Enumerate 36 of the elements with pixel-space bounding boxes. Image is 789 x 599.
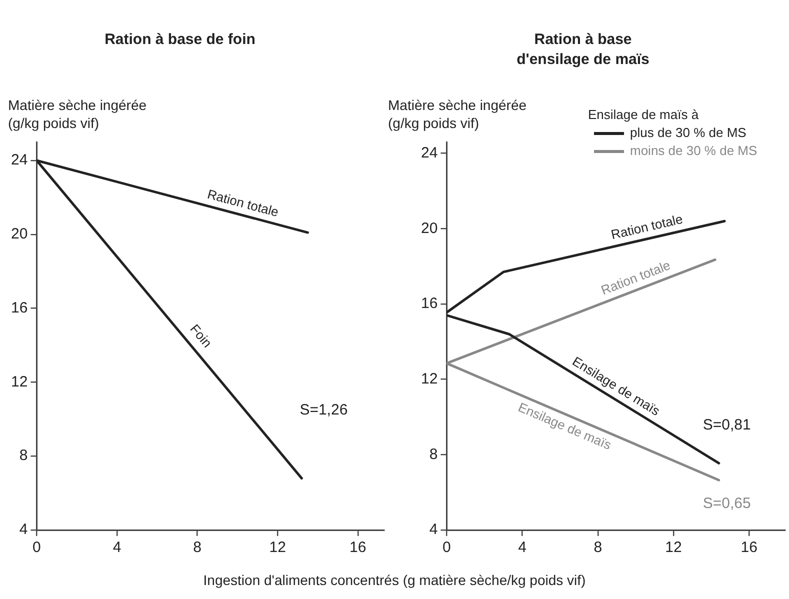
y-tick-label: 12 (10, 373, 28, 390)
x-tick-label: 4 (518, 539, 526, 556)
chart-title: Ration à base d'ensilage de maïs (516, 30, 650, 70)
y-tick-label: 4 (19, 521, 28, 538)
annotation: S=0,81 (702, 416, 751, 434)
x-tick-label: 16 (740, 539, 758, 556)
annotation: Ration totale (206, 186, 280, 220)
y-tick-label: 16 (10, 299, 28, 316)
y-tick-label: 12 (420, 370, 438, 388)
x-tick-label: 4 (112, 539, 122, 556)
x-tick-label: 12 (269, 539, 286, 556)
legend-title: Ensilage de maïs à (588, 106, 700, 124)
legend-label: plus de 30 % de MS (630, 124, 746, 142)
annotation: S=0,65 (702, 495, 751, 512)
annotation: S=1,26 (300, 401, 348, 418)
annotation: Ration totale (610, 211, 684, 242)
y-tick-label: 20 (420, 220, 438, 237)
y-tick-label: 4 (429, 521, 438, 538)
y-tick-label: 24 (10, 152, 28, 169)
x-tick-label: 8 (594, 539, 602, 556)
legend-label: moins de 30 % de MS (630, 142, 758, 160)
annotation: Ration totale (598, 257, 672, 298)
y-tick-label: 20 (10, 226, 28, 243)
x-tick-label: 8 (193, 539, 202, 556)
x-axis-title: Ingestion d'aliments concentrés (g matière sèche/kg poids vif) (202, 572, 587, 588)
chart-title: Ration à base de foin (104, 30, 256, 50)
y-tick-label: 8 (19, 447, 28, 464)
y-axis-title: Matière sèche ingérée (g/kg poids vif) (8, 96, 148, 132)
x-tick-label: 0 (32, 539, 41, 556)
x-tick-label: 16 (350, 539, 366, 556)
x-tick-label: 12 (665, 539, 682, 556)
y-axis-title: Matière sèche ingérée (g/kg poids vif) (388, 96, 528, 132)
x-tick-label: 0 (442, 539, 451, 556)
y-tick-label: 24 (420, 144, 438, 162)
y-tick-label: 16 (420, 295, 438, 312)
y-tick-label: 8 (429, 446, 438, 463)
